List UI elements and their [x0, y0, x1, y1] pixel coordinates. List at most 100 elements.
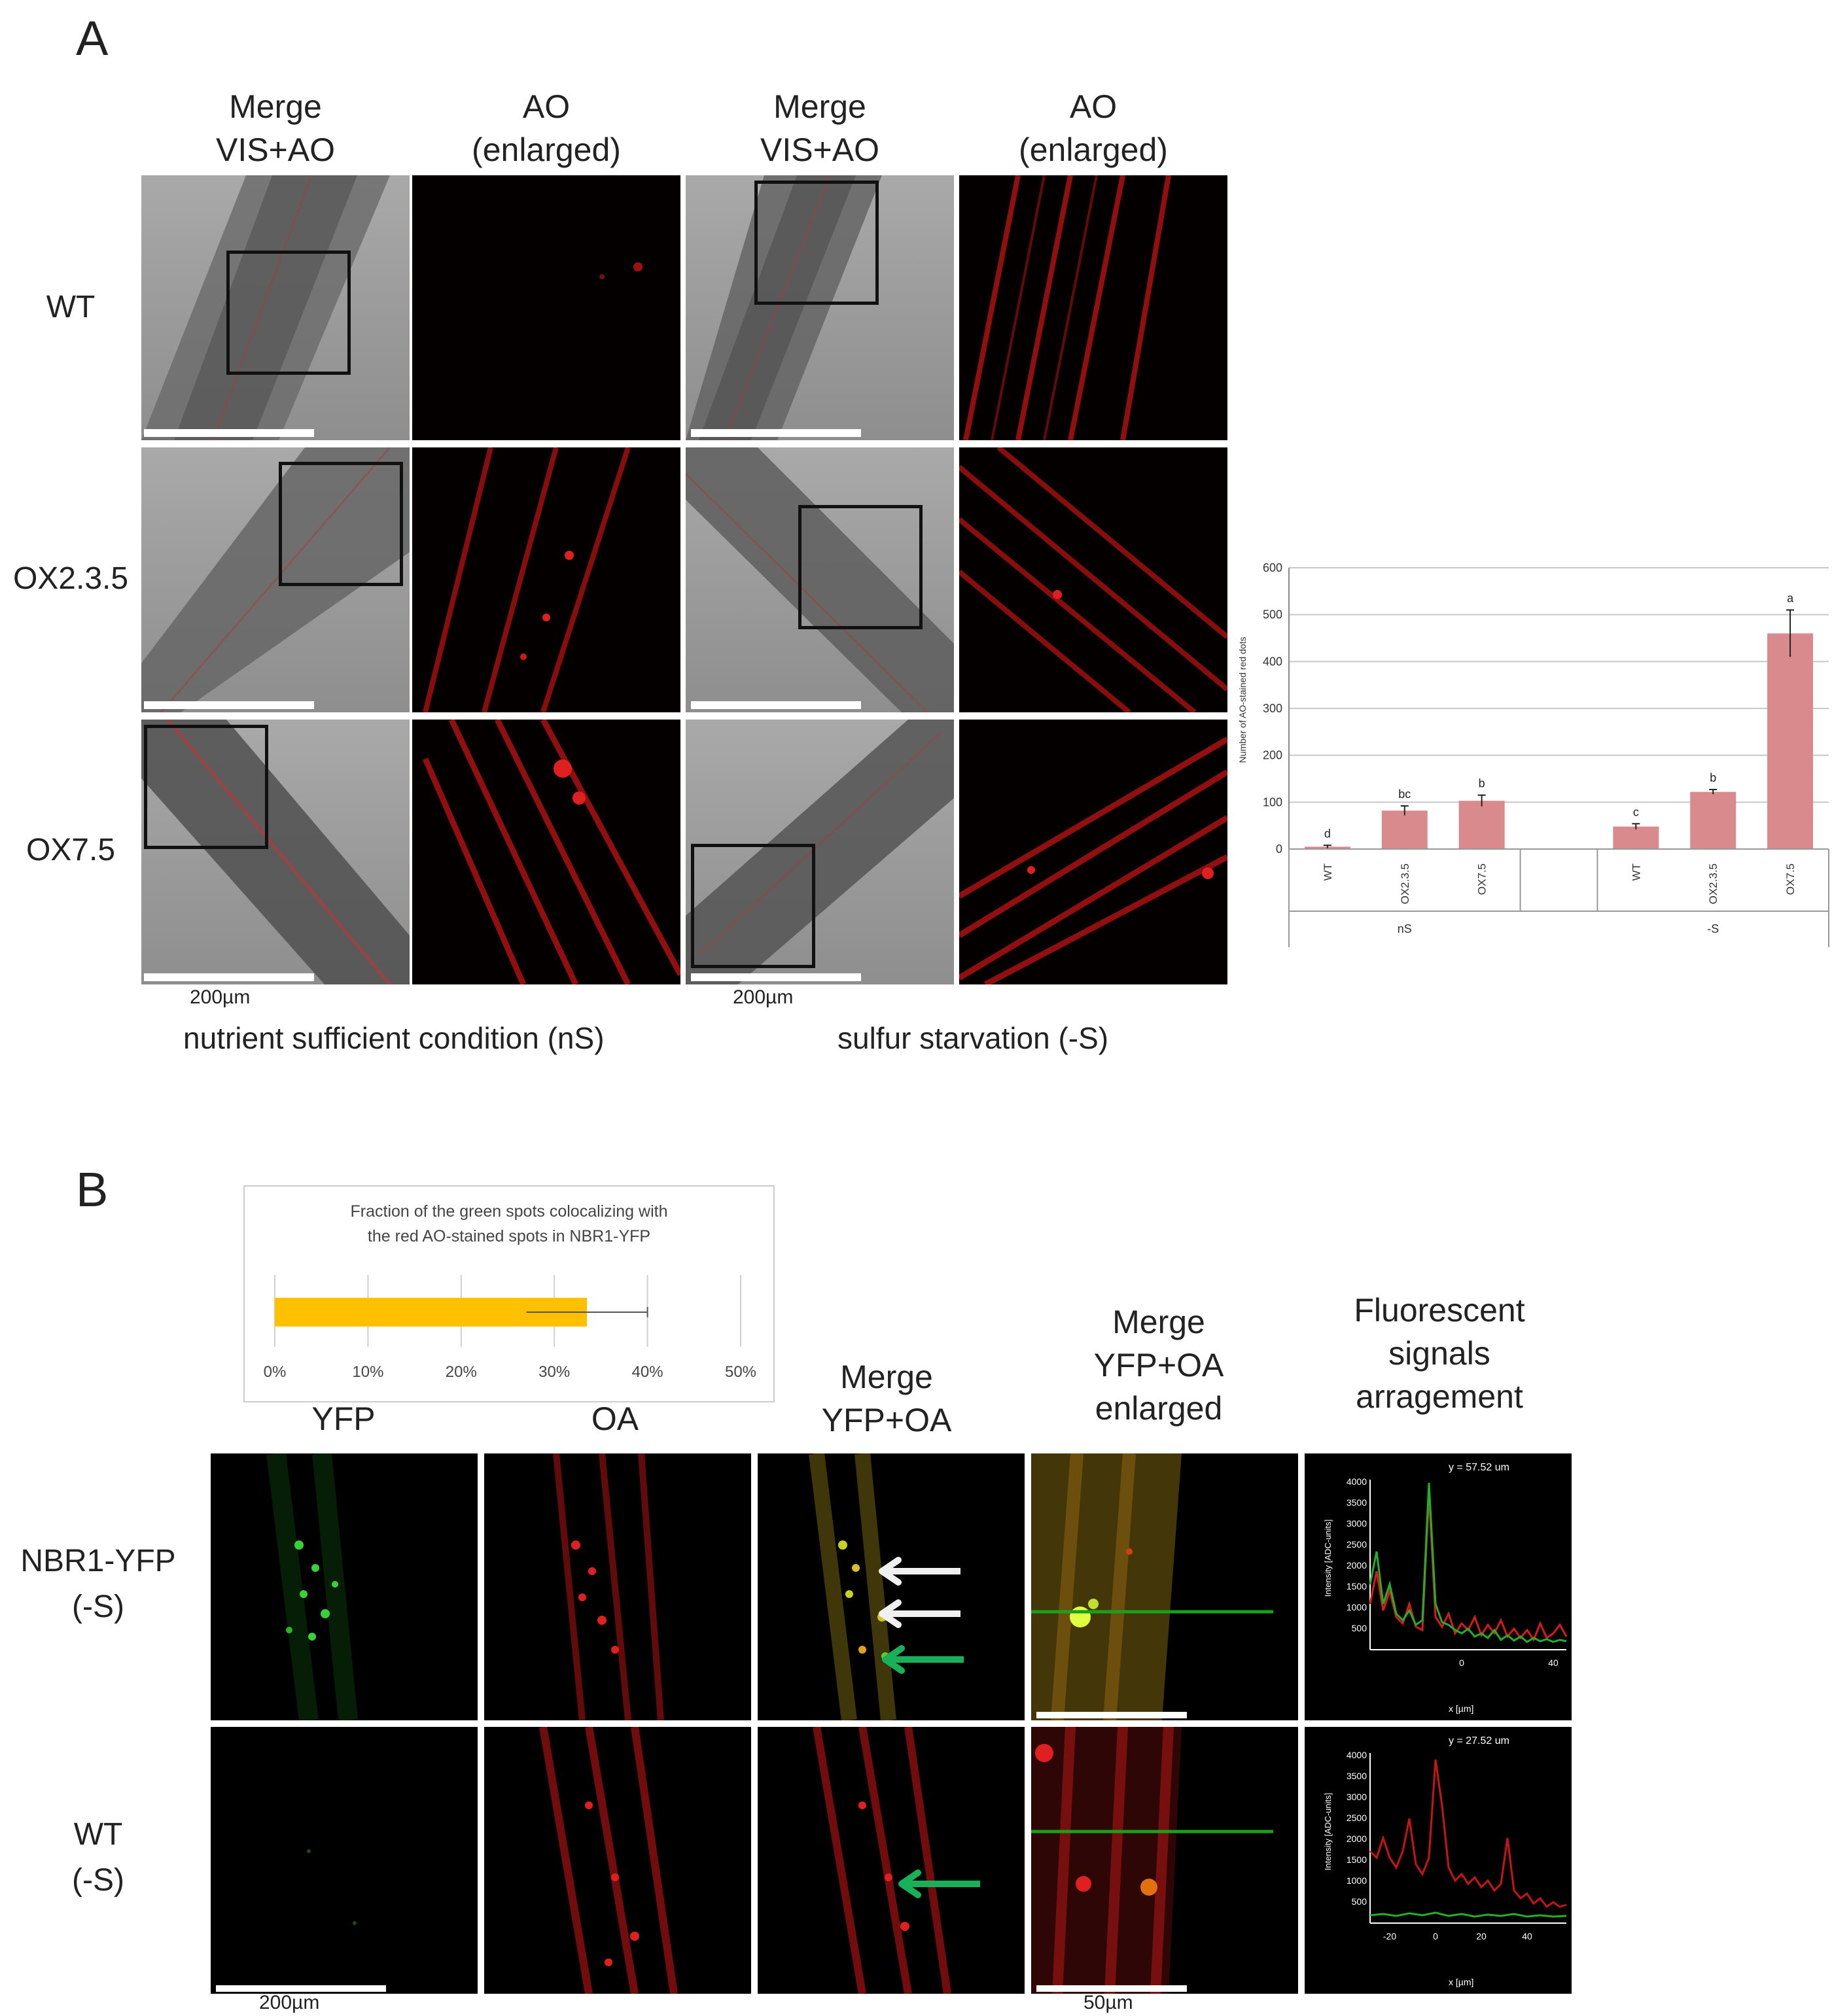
panel-a-row-header-ox235: OX2.3.5	[12, 561, 129, 596]
significance-letter: b	[1710, 771, 1716, 784]
profile-xtick: -20	[1383, 1931, 1396, 1941]
panel-a-col-header-ao-s: AO (enlarged)	[1019, 88, 1168, 168]
micrograph-wt-merge	[758, 1727, 1025, 1994]
inset-box	[226, 251, 351, 375]
profile-ytick: 500	[1352, 1623, 1367, 1633]
panel-a-condition-ns: nutrient sufficient condition (nS)	[183, 1021, 605, 1055]
panel-b-colocalization-chart: Fraction of the green spots colocalizing…	[243, 1185, 775, 1402]
panel-b-row-header-wt: WT (-S)	[72, 1817, 124, 1898]
significance-letter: bc	[1398, 788, 1411, 801]
micrograph-wt-oa	[484, 1727, 751, 1994]
scale-bar	[691, 973, 861, 981]
profile-xlabel-nbr1: x [µm]	[1449, 1703, 1473, 1714]
micrograph-wt-ns-merge	[141, 175, 410, 440]
profile-xtick: 0	[1433, 1931, 1438, 1941]
bar-wt-s	[1613, 826, 1659, 849]
panel-b-col-header-yfp: YFP	[311, 1400, 376, 1437]
profile-xtick: 40	[1522, 1931, 1532, 1941]
y-tick-label: 500	[1263, 608, 1282, 621]
panel-a-bar-chart: Number of AO-stained red dots 0 100 200 300…	[1237, 561, 1829, 947]
bar-ox235-ns	[1381, 810, 1428, 849]
significance-letter: d	[1324, 827, 1331, 840]
scale-bar	[1036, 1712, 1187, 1718]
micrograph-nbr1-merge	[758, 1453, 1025, 1720]
green-arrow-icon	[898, 1869, 980, 1898]
y-tick-label: 100	[1263, 795, 1282, 808]
profile-ylabel-nbr1: Intensity [ADC-units]	[1323, 1520, 1333, 1597]
micrograph-ox75-s-ao	[959, 720, 1227, 984]
inset-box	[691, 844, 815, 968]
micrograph-ox75-ns-ao	[412, 720, 680, 984]
profile-ytick: 3000	[1347, 1792, 1367, 1802]
group-label-ns: nS	[1398, 922, 1412, 935]
scale-bar	[691, 701, 861, 709]
intensity-profile-wt: y = 27.52 um Intensity [ADC-units] x [µm…	[1305, 1727, 1572, 1994]
panel-a-scale-label-s: 200µm	[733, 986, 794, 1008]
panel-b-col-header-merge-enlarged: Merge YFP+OA enlarged	[1093, 1304, 1224, 1427]
scale-bar	[144, 973, 314, 981]
profile-xlabel-wt: x [µm]	[1449, 1977, 1473, 1987]
profile-xtick: 20	[1476, 1931, 1487, 1941]
x-tick-label: 20%	[446, 1363, 477, 1381]
panel-a-row-header-wt: WT	[46, 290, 96, 324]
profile-ytick: 2500	[1347, 1813, 1367, 1823]
panel-b-row-header-nbr1: NBR1-YFP (-S)	[20, 1544, 176, 1624]
panel-a-condition-s: sulfur starvation (-S)	[837, 1021, 1109, 1055]
micrograph-wt-s-merge	[686, 175, 954, 440]
panel-b-scale-label-200: 200µm	[259, 1992, 320, 2013]
inset-box	[279, 462, 403, 586]
panel-b-col-header-profile: Fluorescent signals arragement	[1354, 1292, 1525, 1415]
profile-xtick: 40	[1548, 1658, 1559, 1668]
y-tick-label: 400	[1263, 655, 1282, 668]
intensity-profile-nbr1: y = 57.52 um Intensity [ADC-units] x [µm…	[1305, 1453, 1572, 1720]
micrograph-nbr1-oa	[484, 1453, 751, 1720]
panel-a-row-header-ox75: OX7.5	[26, 833, 116, 867]
profile-ytick: 4000	[1347, 1476, 1367, 1487]
profile-ytick: 3000	[1347, 1518, 1367, 1529]
y-tick-label: 200	[1263, 749, 1282, 762]
x-category-label: WT	[1322, 863, 1334, 880]
x-tick-label: 30%	[538, 1363, 570, 1381]
micrograph-wt-s-ao	[959, 175, 1227, 440]
inset-box	[798, 505, 923, 629]
panel-b-col-header-oa: OA	[591, 1400, 639, 1437]
inset-box	[754, 181, 879, 305]
significance-letter: c	[1633, 805, 1639, 818]
bar-ox235-s	[1690, 791, 1736, 849]
profile-ylabel-wt: Intensity [ADC-units]	[1323, 1793, 1333, 1871]
chart-a-ylabel: Number of AO-stained red dots	[1237, 637, 1248, 763]
micrograph-wt-ns-ao	[412, 175, 680, 440]
micrograph-ox235-ns-merge	[141, 447, 410, 712]
x-category-label: OX7.5	[1476, 863, 1488, 895]
significance-letter: b	[1479, 777, 1485, 790]
panel-a-letter: A	[76, 11, 109, 65]
x-category-label: OX2.3.5	[1707, 863, 1719, 904]
group-label-s: -S	[1707, 922, 1719, 935]
micrograph-ox75-ns-merge	[141, 720, 410, 984]
profile-xtick: 0	[1459, 1658, 1464, 1668]
x-category-label: OX2.3.5	[1399, 863, 1411, 904]
micrograph-wt-merge-enlarged	[1031, 1727, 1298, 1994]
profile-ytick: 1500	[1347, 1581, 1367, 1591]
profile-ytick: 3500	[1347, 1771, 1367, 1781]
micrograph-wt-yfp	[211, 1727, 478, 1994]
profile-ytick: 1000	[1347, 1875, 1367, 1886]
green-arrow-icon	[882, 1645, 964, 1674]
micrograph-ox75-s-merge	[686, 720, 954, 984]
profile-title-wt: y = 27.52 um	[1449, 1735, 1509, 1747]
profile-ytick: 2500	[1347, 1539, 1367, 1550]
chart-b-title-line2: the red AO-stained spots in NBR1-YFP	[368, 1227, 650, 1245]
y-tick-label: 300	[1263, 702, 1282, 715]
panel-b-col-header-merge: Merge YFP+OA	[821, 1359, 952, 1438]
x-category-label: OX7.5	[1784, 863, 1797, 895]
x-tick-label: 40%	[632, 1363, 663, 1381]
panel-b-scale-label-50: 50µm	[1083, 1992, 1133, 2013]
profile-ytick: 3500	[1347, 1497, 1367, 1508]
panel-a-scale-label-ns: 200µm	[190, 986, 251, 1008]
profile-ytick: 4000	[1347, 1750, 1367, 1760]
profile-ytick: 2000	[1347, 1560, 1367, 1571]
micrograph-nbr1-merge-enlarged	[1031, 1453, 1298, 1720]
bar-ox75-s	[1767, 633, 1814, 849]
scale-bar	[691, 429, 861, 437]
x-tick-label: 50%	[725, 1363, 756, 1381]
